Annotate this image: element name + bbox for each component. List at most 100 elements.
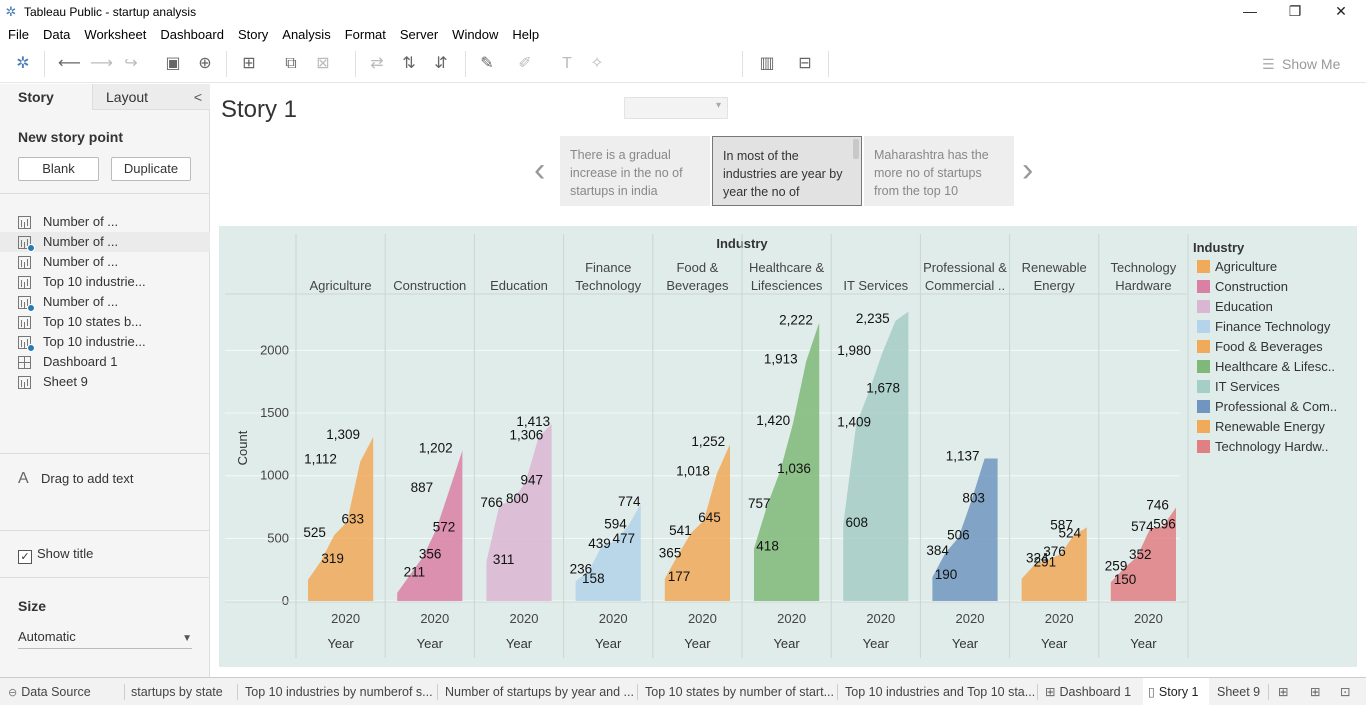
fix-axes-icon[interactable]: ✧ [590,55,604,72]
panel-header: Technology [575,278,641,293]
sheet-item[interactable]: Number of ... [0,252,210,272]
sort-ascending-icon[interactable]: ⇅ [402,55,416,72]
data-label: 608 [846,515,869,530]
data-label: 1,980 [837,343,871,358]
menu-worksheet[interactable]: Worksheet [84,26,147,42]
menu-server[interactable]: Server [399,26,439,42]
story-point-3[interactable]: Maharashtra has the more no of startups … [864,136,1014,206]
size-select[interactable]: Automatic ▼ [18,629,192,649]
story-point-2-text: In most of the industries are year by ye… [723,149,843,199]
blank-button[interactable]: Blank [18,157,99,181]
save-icon[interactable]: ▣ [165,55,181,72]
sheet-item[interactable]: Number of ... [0,212,210,232]
legend-swatch [1197,400,1210,413]
story-point-1[interactable]: There is a gradual increase in the no of… [560,136,710,206]
clear-sheet-icon[interactable]: ⊠ [316,55,330,72]
replay-icon[interactable]: ↪ [124,55,138,72]
sheet-tab[interactable]: Top 10 industries by numberof s... [245,685,433,699]
highlight-icon[interactable]: ✎ [480,55,494,72]
sheet-item[interactable]: Top 10 industrie... [0,272,210,292]
x-axis-title: Year [773,636,800,651]
menu-data[interactable]: Data [42,26,71,42]
data-source-icon: ⊖ [8,687,18,699]
data-label: 376 [1043,544,1066,559]
collapse-icon[interactable]: < [193,89,202,105]
data-label: 1,112 [304,452,337,467]
show-mark-labels-icon[interactable]: T [562,55,572,72]
sheet-tab[interactable]: startups by state [131,685,223,699]
bar-chart-icon [18,336,31,349]
sort-descending-icon[interactable]: ⇵ [434,55,448,72]
duplicate-sheet-icon[interactable]: ⧉ [285,55,297,72]
new-dashboard-icon[interactable]: ⊞ [1310,685,1321,699]
menu-window[interactable]: Window [452,26,499,42]
drag-text-label: Drag to add text [41,471,134,486]
new-data-source-icon[interactable]: ⊕ [198,55,212,72]
sheet-item[interactable]: Sheet 9 [0,372,210,392]
sheet-item-label: Top 10 industrie... [43,274,146,289]
legend-swatch [1197,320,1210,333]
sheet-tab[interactable]: Number of startups by year and ... [445,685,634,699]
data-label: 1,306 [509,427,543,442]
legend-item: Food & Beverages [1215,339,1323,354]
area-series-finance-technology [575,504,641,601]
area-chart: 0 500 1000 1500 2000 Count Industry Agriculture… [225,234,1337,658]
data-label: 190 [935,567,958,582]
new-story-icon[interactable]: ⊡ [1340,685,1351,699]
show-title-label: Show title [37,546,94,561]
close-button[interactable]: ✕ [1335,3,1347,19]
swap-rows-columns-icon[interactable]: ⇄ [370,55,384,72]
group-members-icon[interactable]: ✐ [518,55,532,72]
x-tick-label: 2020 [956,611,985,626]
story-tab-active[interactable]: ▯ Story 1 [1143,678,1209,706]
sheet-item[interactable]: Top 10 states b... [0,312,210,332]
sheet-item-label: Number of ... [43,254,119,269]
sheet-item[interactable]: Top 10 industrie... [0,332,210,352]
legend-swatch [1197,340,1210,353]
sheet-tab[interactable]: Top 10 industries and Top 10 sta... [845,685,1036,699]
data-label: 150 [1114,572,1137,587]
drag-to-add-text[interactable]: A Drag to add text [18,470,134,488]
fit-select[interactable] [624,97,728,119]
x-tick-label: 2020 [599,611,628,626]
sheet-tab[interactable]: Top 10 states by number of start... [645,685,834,699]
presentation-mode-icon[interactable]: ⊟ [798,55,812,72]
story-point-2[interactable]: In most of the industries are year by ye… [712,136,862,206]
restore-button[interactable]: ❐ [1288,3,1302,19]
legend-swatch [1197,360,1210,373]
menu-help[interactable]: Help [512,26,540,42]
caption-scrollbar[interactable] [853,139,859,159]
data-label: 439 [588,536,611,551]
undo-icon[interactable]: ⟵ [58,55,81,72]
panel-header: Education [490,278,548,293]
sheet-tab[interactable]: Sheet 9 [1217,685,1261,699]
dashboard-tab[interactable]: ⊞ Dashboard 1 [1045,678,1141,706]
previous-point-arrow[interactable]: ‹ [534,151,546,189]
new-worksheet-icon[interactable]: ⊞ [1278,685,1289,699]
show-cards-icon[interactable]: ▥ [759,55,775,72]
new-worksheet-icon[interactable]: ⊞ [242,55,256,72]
menu-format[interactable]: Format [344,26,386,42]
menu-file[interactable]: File [8,26,29,42]
tab-layout[interactable]: Layout < [92,84,210,110]
menu-story[interactable]: Story [237,26,269,42]
show-me-button[interactable]: ☰ Show Me [1262,53,1340,75]
show-title-checkbox[interactable]: ✓ Show title [18,546,93,564]
menu-analysis[interactable]: Analysis [282,26,331,42]
sheet-item[interactable]: Number of ... [0,232,210,252]
next-point-arrow[interactable]: › [1022,151,1034,189]
menu-dashboard[interactable]: Dashboard [160,26,224,42]
tableau-home-icon[interactable]: ✲ [16,55,30,72]
sheet-item[interactable]: Dashboard 1 [0,352,210,372]
minimize-button[interactable]: — [1243,3,1257,19]
duplicate-button[interactable]: Duplicate [111,157,191,181]
legend-item: Finance Technology [1215,319,1331,334]
data-source-tab[interactable]: ⊖ Data Source [8,678,118,706]
x-axis-title: Year [1130,636,1157,651]
tab-story[interactable]: Story [0,84,92,110]
x-tick-label: 2020 [420,611,449,626]
sheet-item[interactable]: Number of ... [0,292,210,312]
data-label: 1,409 [837,414,871,429]
redo-icon[interactable]: ⟶ [90,55,113,72]
data-label: 633 [341,512,364,527]
